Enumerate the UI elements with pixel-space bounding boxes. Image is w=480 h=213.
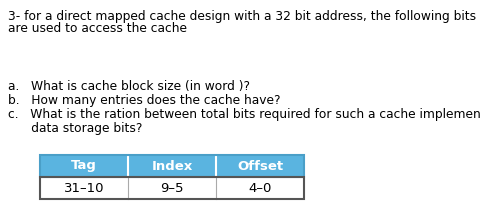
Text: c.   What is the ration between total bits required for such a cache implementat: c. What is the ration between total bits… (8, 108, 480, 121)
Text: a.   What is cache block size (in word )?: a. What is cache block size (in word )? (8, 80, 250, 93)
Text: 3- for a direct mapped cache design with a 32 bit address, the following bits of: 3- for a direct mapped cache design with… (8, 10, 480, 23)
Text: are used to access the cache: are used to access the cache (8, 22, 187, 35)
Bar (128, 155, 216, 177)
Text: 31–10: 31–10 (64, 181, 104, 194)
Text: 9–5: 9–5 (160, 181, 184, 194)
Bar (40, 177, 128, 199)
Text: 4–0: 4–0 (248, 181, 272, 194)
Text: b.   How many entries does the cache have?: b. How many entries does the cache have? (8, 94, 280, 107)
Text: data storage bits?: data storage bits? (8, 122, 143, 135)
Bar (216, 177, 304, 199)
Bar (40, 155, 304, 177)
Text: Offset: Offset (237, 160, 283, 173)
Bar (216, 155, 304, 177)
Text: Tag: Tag (71, 160, 97, 173)
Text: Index: Index (151, 160, 192, 173)
Bar (40, 155, 128, 177)
Bar (40, 177, 304, 199)
Bar (128, 177, 216, 199)
